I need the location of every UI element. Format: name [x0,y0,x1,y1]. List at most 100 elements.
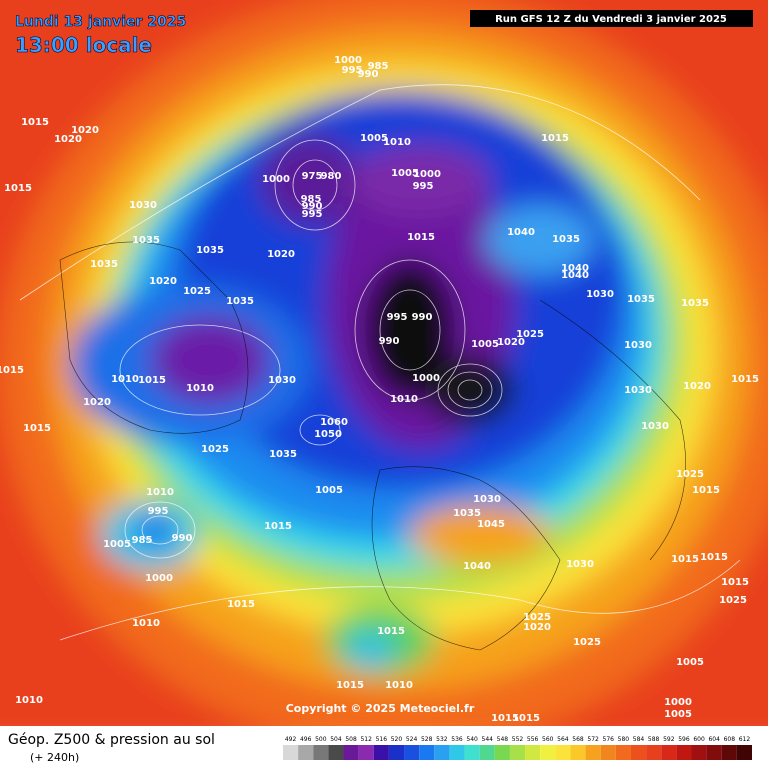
isobar-label: 1005 [676,657,704,668]
isobar-label: 990 [412,312,433,323]
isobar-label: 1015 [23,423,51,434]
scale-tick-label: 572 [587,736,599,743]
scale-tick-label: 540 [466,736,478,743]
forecast-date: Lundi 13 janvier 2025 [15,14,186,30]
isobar-label: 1015 [721,577,749,588]
scale-tick-label: 592 [663,736,675,743]
scale-tick-label: 608 [724,736,736,743]
scale-tick-label: 604 [708,736,720,743]
isobar-label: 995 [387,312,408,323]
scale-cell [525,745,541,760]
scale-tick-label: 576 [603,736,615,743]
isobar-label: 1035 [90,259,118,270]
scale-cell [434,745,450,760]
isobar-label: 1035 [552,234,580,245]
scale-cell [630,745,647,760]
isobar-label: 1015 [671,554,699,565]
isobars [19,84,741,641]
isobar-label: 1015 [0,365,24,376]
scale-cell [388,745,405,760]
isobar-label: 995 [302,209,323,220]
isobar-label: 1040 [463,561,491,572]
scale-cell [661,745,677,760]
isobar-label: 1035 [681,298,709,309]
scale-tick-label: 520 [391,736,403,743]
scale-cell [509,745,526,760]
isobar-label: 1020 [149,276,177,287]
isobar-label: 1035 [226,296,254,307]
scale-cell [646,745,662,760]
isobar-label: 985 [368,61,389,72]
isobar-label: 1015 [692,485,720,496]
isobar-label: 1035 [269,449,297,460]
scale-cell [479,745,495,760]
isobar-label: 1035 [196,245,224,256]
scale-tick-label: 584 [633,736,645,743]
scale-tick-label: 544 [482,736,494,743]
scale-cell [721,745,737,760]
coastlines [59,241,686,651]
scale-cell [313,745,329,760]
isobar-label: 1025 [573,637,601,648]
isobar-labels: 1015 1020 1020 1015 1030 1035 1035 1035 1020 1025… [0,55,759,724]
scale-tick-label: 496 [300,736,312,743]
isobar-label: 1000 [412,373,440,384]
scale-tick-label: 600 [693,736,705,743]
isobar-label: 1025 [719,595,747,606]
isobar-label: 1010 [383,137,411,148]
isobar-label: 995 [413,181,434,192]
isobar-label: 1005 [315,485,343,496]
scale-tick-label: 508 [345,736,357,743]
isobar-label: 1015 [264,521,292,532]
isobar-label: 1050 [314,429,342,440]
isobar-label: 1030 [473,494,501,505]
footer-title: Géop. Z500 & pression au sol [8,732,215,748]
isobar-label: 1020 [523,622,551,633]
scale-cell [494,745,510,760]
isobar-label: 1030 [566,559,594,570]
isobar-label: 1015 [4,183,32,194]
isobar-label: 1015 [700,552,728,563]
isobar-label: 1030 [268,375,296,386]
scale-cell [540,745,556,760]
isobar-label: 1025 [676,469,704,480]
isobar-label: 1005 [664,709,692,720]
scale-cell [691,745,707,760]
scale-tick-label: 524 [406,736,418,743]
scale-tick-label: 596 [678,736,690,743]
copyright: Copyright © 2025 Meteociel.fr [286,702,475,715]
isobar-label: 1015 [407,232,435,243]
run-info: Run GFS 12 Z du Vendredi 3 janvier 2025 [495,14,727,25]
isobar-label: 1005 [103,539,131,550]
isobar-label: 990 [379,336,400,347]
isobar-label: 1040 [561,263,589,274]
isobar-label: 1000 [664,697,692,708]
isobar-label: 1030 [129,200,157,211]
scale-tick-label: 560 [542,736,554,743]
scale-cell [706,745,722,760]
scale-cell [343,745,359,760]
isobar-label: 1025 [516,329,544,340]
scale-tick-label: 580 [618,736,630,743]
isobar-label: 975 [302,171,323,182]
isobar-label: 990 [172,533,193,544]
isobar-label: 1020 [683,381,711,392]
isobar-label: 1030 [641,421,669,432]
scale-cell [600,745,616,760]
isobar-label: 1010 [111,374,139,385]
scale-cell [464,745,480,760]
scale-cell [585,745,601,760]
isobar-label: 1020 [71,125,99,136]
scale-tick-label: 516 [376,736,388,743]
isobar-label: 1015 [21,117,49,128]
scale-tick-label: 564 [557,736,569,743]
isobar-label: 1000 [334,55,362,66]
scale-tick-label: 512 [360,736,372,743]
scale-cell [449,745,465,760]
isobar-label: 995 [148,506,169,517]
isobar-label: 1010 [146,487,174,498]
isobar-label: 990 [302,201,323,212]
isobar-label: 1035 [627,294,655,305]
